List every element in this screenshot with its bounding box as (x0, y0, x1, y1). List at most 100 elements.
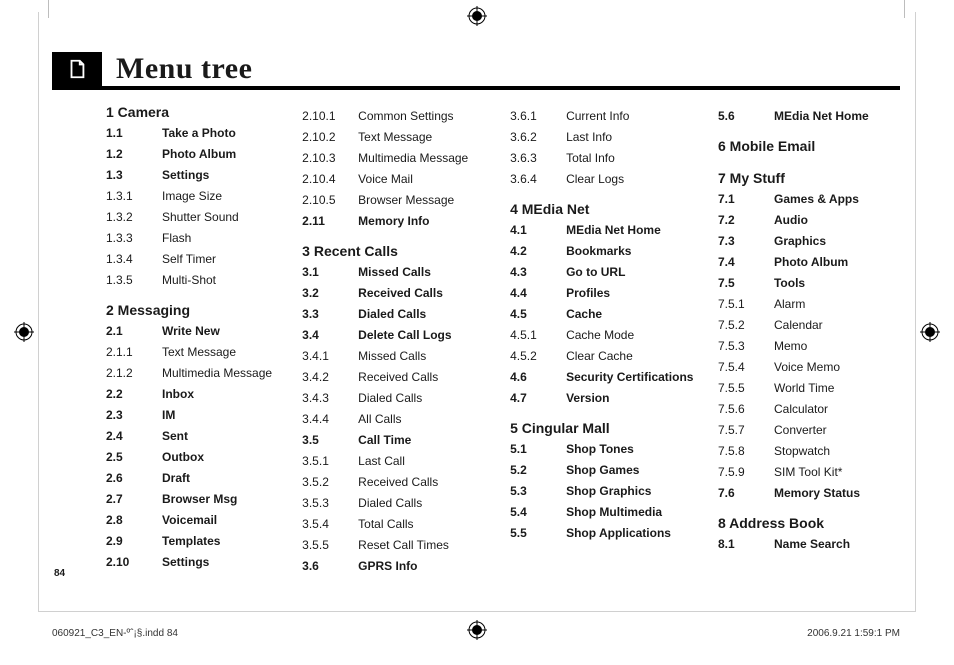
column: 3.6.1Current Info3.6.2Last Info3.6.3Tota… (510, 104, 696, 584)
item-number: 3.5.2 (302, 476, 358, 488)
item-number: 7.5.6 (718, 403, 774, 415)
menu-item: 3.5.4Total Calls (302, 518, 488, 530)
item-number: 2.10.5 (302, 194, 358, 206)
column: 1 Camera1.1Take a Photo1.2Photo Album1.3… (106, 104, 280, 584)
item-number: 5.5 (510, 527, 566, 539)
item-label: Flash (162, 232, 280, 244)
item-label: Inbox (162, 388, 280, 400)
item-number: 2.11 (302, 215, 358, 227)
menu-item: 7.5.8Stopwatch (718, 445, 900, 457)
menu-item: 2.4Sent (106, 430, 280, 442)
item-label: Calendar (774, 319, 900, 331)
item-number: 3.4.4 (302, 413, 358, 425)
item-number: 2.8 (106, 514, 162, 526)
item-number: 5.1 (510, 443, 566, 455)
menu-item: 2.10.3Multimedia Message (302, 152, 488, 164)
item-number: 2.2 (106, 388, 162, 400)
item-label: Cache Mode (566, 329, 696, 341)
item-label: Photo Album (774, 256, 900, 268)
item-number: 7.1 (718, 193, 774, 205)
item-label: Tools (774, 277, 900, 289)
item-label: Games & Apps (774, 193, 900, 205)
item-label: Name Search (774, 538, 900, 550)
item-label: Memo (774, 340, 900, 352)
section-title: 1 Camera (106, 104, 280, 120)
menu-item: 3.3Dialed Calls (302, 308, 488, 320)
menu-item: 3.6.4Clear Logs (510, 173, 696, 185)
item-label: Calculator (774, 403, 900, 415)
item-label: Voice Memo (774, 361, 900, 373)
menu-item: 3.4.1Missed Calls (302, 350, 488, 362)
item-label: All Calls (358, 413, 488, 425)
menu-item: 2.10.5Browser Message (302, 194, 488, 206)
item-label: Shop Graphics (566, 485, 696, 497)
item-label: Browser Message (358, 194, 488, 206)
menu-item: 2.9Templates (106, 535, 280, 547)
item-number: 2.6 (106, 472, 162, 484)
item-label: Common Settings (358, 110, 488, 122)
menu-item: 5.2Shop Games (510, 464, 696, 476)
item-label: Bookmarks (566, 245, 696, 257)
item-number: 2.1.1 (106, 346, 162, 358)
item-label: Missed Calls (358, 266, 488, 278)
menu-item: 7.5.4Voice Memo (718, 361, 900, 373)
menu-item: 4.3Go to URL (510, 266, 696, 278)
item-label: IM (162, 409, 280, 421)
item-number: 3.6.3 (510, 152, 566, 164)
menu-item: 7.6Memory Status (718, 487, 900, 499)
menu-item: 4.5.2Clear Cache (510, 350, 696, 362)
item-label: Delete Call Logs (358, 329, 488, 341)
item-number: 5.6 (718, 110, 774, 122)
menu-item: 3.2Received Calls (302, 287, 488, 299)
item-number: 4.6 (510, 371, 566, 383)
item-number: 1.2 (106, 148, 162, 160)
item-number: 4.5.2 (510, 350, 566, 362)
menu-item: 7.5.2Calendar (718, 319, 900, 331)
menu-item: 7.5Tools (718, 277, 900, 289)
item-label: Write New (162, 325, 280, 337)
item-label: Stopwatch (774, 445, 900, 457)
item-label: MEdia Net Home (774, 110, 900, 122)
item-number: 3.5.3 (302, 497, 358, 509)
item-number: 3.4.3 (302, 392, 358, 404)
section-title: 2 Messaging (106, 302, 280, 318)
item-label: Settings (162, 556, 280, 568)
item-number: 7.5.9 (718, 466, 774, 478)
menu-item: 8.1Name Search (718, 538, 900, 550)
menu-item: 3.6.2Last Info (510, 131, 696, 143)
item-label: Image Size (162, 190, 280, 202)
item-number: 1.3.2 (106, 211, 162, 223)
item-label: World Time (774, 382, 900, 394)
item-number: 7.5.3 (718, 340, 774, 352)
item-number: 7.2 (718, 214, 774, 226)
section-title: 3 Recent Calls (302, 243, 488, 259)
menu-item: 3.4.3Dialed Calls (302, 392, 488, 404)
item-number: 7.3 (718, 235, 774, 247)
item-label: Photo Album (162, 148, 280, 160)
item-label: Take a Photo (162, 127, 280, 139)
item-number: 5.2 (510, 464, 566, 476)
item-number: 2.10.4 (302, 173, 358, 185)
item-label: Settings (162, 169, 280, 181)
item-number: 2.10.1 (302, 110, 358, 122)
item-label: Audio (774, 214, 900, 226)
menu-item: 7.1Games & Apps (718, 193, 900, 205)
menu-item: 7.5.6Calculator (718, 403, 900, 415)
item-number: 1.3.4 (106, 253, 162, 265)
item-label: Text Message (358, 131, 488, 143)
menu-item: 2.6Draft (106, 472, 280, 484)
item-label: Converter (774, 424, 900, 436)
header: Menu tree (52, 52, 900, 90)
item-label: Profiles (566, 287, 696, 299)
item-number: 2.5 (106, 451, 162, 463)
menu-item: 3.5.5Reset Call Times (302, 539, 488, 551)
menu-item: 4.2Bookmarks (510, 245, 696, 257)
item-number: 3.3 (302, 308, 358, 320)
menu-item: 2.1.2Multimedia Message (106, 367, 280, 379)
item-label: Shop Applications (566, 527, 696, 539)
item-number: 7.5 (718, 277, 774, 289)
menu-item: 7.2Audio (718, 214, 900, 226)
item-number: 3.6 (302, 560, 358, 572)
header-tab (52, 52, 102, 90)
menu-item: 4.4Profiles (510, 287, 696, 299)
